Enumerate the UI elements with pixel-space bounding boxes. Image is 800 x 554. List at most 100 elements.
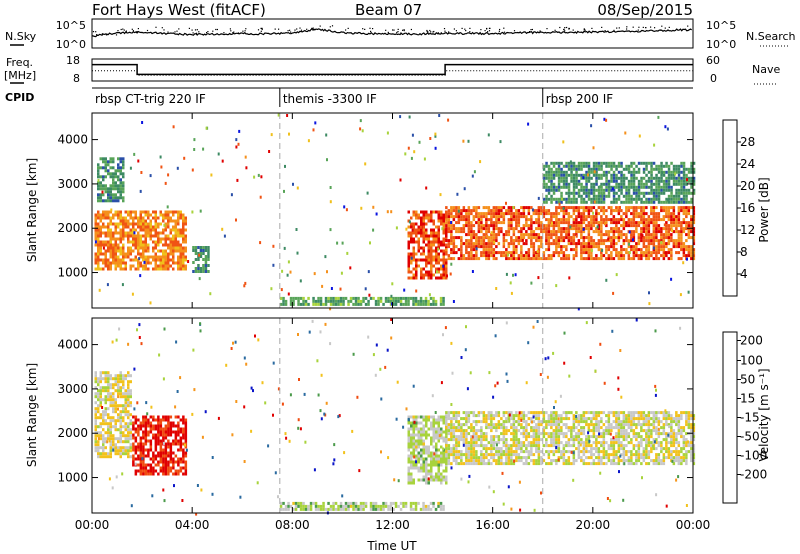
power-speckle: [536, 249, 539, 253]
velocity-cell: [502, 450, 506, 454]
velocity-cell: [184, 466, 188, 470]
power-cell: [412, 296, 415, 300]
velocity-cell: [137, 418, 140, 422]
power-cell: [159, 237, 162, 241]
power-speckle: [284, 164, 286, 168]
power-cell: [670, 218, 673, 222]
velocity-cell: [149, 421, 153, 425]
power-cell: [399, 299, 403, 303]
power-cell: [580, 248, 583, 252]
velocity-cell: [97, 383, 100, 387]
velocity-cell: [149, 466, 153, 470]
power-cell: [682, 173, 686, 177]
power-cell: [622, 212, 626, 216]
velocity-cell: [492, 414, 496, 418]
velocity-cell: [137, 463, 140, 467]
power-cell: [169, 228, 172, 232]
power-cell: [665, 185, 668, 189]
power-cell: [472, 254, 476, 258]
power-cell: [545, 161, 548, 165]
power-cell: [502, 218, 506, 222]
power-cell: [622, 242, 626, 246]
power-cell: [97, 228, 100, 232]
power-cell: [572, 212, 576, 216]
velocity-cell: [442, 418, 445, 422]
power-cell: [495, 257, 498, 261]
power-cell: [600, 167, 603, 171]
power-cell: [602, 242, 606, 246]
velocity-cell: [520, 447, 523, 451]
power-cell: [122, 166, 125, 170]
power-cell: [445, 239, 448, 243]
velocity-cell: [550, 420, 553, 424]
power-cell: [319, 299, 323, 303]
power-cell: [497, 218, 501, 222]
power-speckle: [235, 218, 237, 222]
power-cell: [457, 206, 461, 210]
power-cell: [492, 221, 496, 225]
power-cell: [587, 212, 591, 216]
power-cell: [104, 261, 107, 265]
velocity-cell: [445, 414, 448, 418]
velocity-cell: [440, 478, 443, 482]
velocity-cell: [179, 436, 183, 440]
power-cell: [152, 255, 155, 259]
velocity-cell: [407, 460, 410, 464]
power-cell: [657, 179, 661, 183]
power-cell: [154, 216, 157, 220]
velocity-cell: [535, 411, 538, 415]
power-speckle: [450, 262, 453, 266]
noise-search-point: [584, 29, 586, 31]
velocity-cell: [114, 377, 117, 381]
power-cell: [652, 206, 656, 210]
power-cell: [107, 172, 110, 176]
velocity-cell: [420, 478, 423, 482]
velocity-cell: [427, 448, 430, 452]
velocity-cell: [407, 481, 410, 485]
power-cell: [422, 276, 425, 280]
station-title: Fort Hays West (fitACF): [92, 1, 266, 19]
power-cell: [650, 176, 653, 180]
power-cell: [680, 206, 683, 210]
power-cell: [167, 234, 170, 238]
velocity-cell: [164, 454, 168, 458]
power-cell: [430, 276, 433, 280]
velocity-cell: [480, 429, 483, 433]
power-speckle: [359, 119, 362, 123]
power-cell: [587, 164, 591, 168]
power-cell: [657, 197, 661, 201]
velocity-cell: [104, 440, 107, 444]
power-cell: [647, 218, 651, 222]
power-cell: [675, 218, 678, 222]
power-cell: [645, 197, 648, 201]
velocity-cell: [455, 447, 458, 451]
power-cell: [114, 228, 117, 232]
power-cell: [592, 239, 596, 243]
power-cell: [622, 173, 626, 177]
velocity-cell: [124, 407, 127, 411]
velocity-cell: [127, 452, 130, 456]
velocity-cell: [440, 427, 443, 431]
power-cell: [492, 248, 496, 252]
noise-search-point: [480, 29, 482, 31]
velocity-cell: [460, 438, 463, 442]
power-cell: [667, 236, 671, 240]
power-cell: [102, 216, 105, 220]
power-cell: [317, 302, 320, 306]
power-speckle: [341, 241, 344, 245]
power-cell: [149, 234, 152, 238]
noise-search-point: [195, 32, 198, 34]
power-cell: [600, 164, 603, 168]
power-cell: [662, 215, 666, 219]
power-cell: [359, 302, 363, 306]
power-speckle: [410, 156, 413, 160]
velocity-cell: [172, 466, 175, 470]
power-cell: [662, 233, 666, 237]
power-cell: [655, 215, 658, 219]
power-speckle: [462, 139, 465, 143]
power-cell: [617, 188, 621, 192]
power-cell: [680, 233, 683, 237]
power-cell: [415, 264, 418, 268]
power-cell: [607, 236, 611, 240]
power-cell: [615, 224, 618, 228]
